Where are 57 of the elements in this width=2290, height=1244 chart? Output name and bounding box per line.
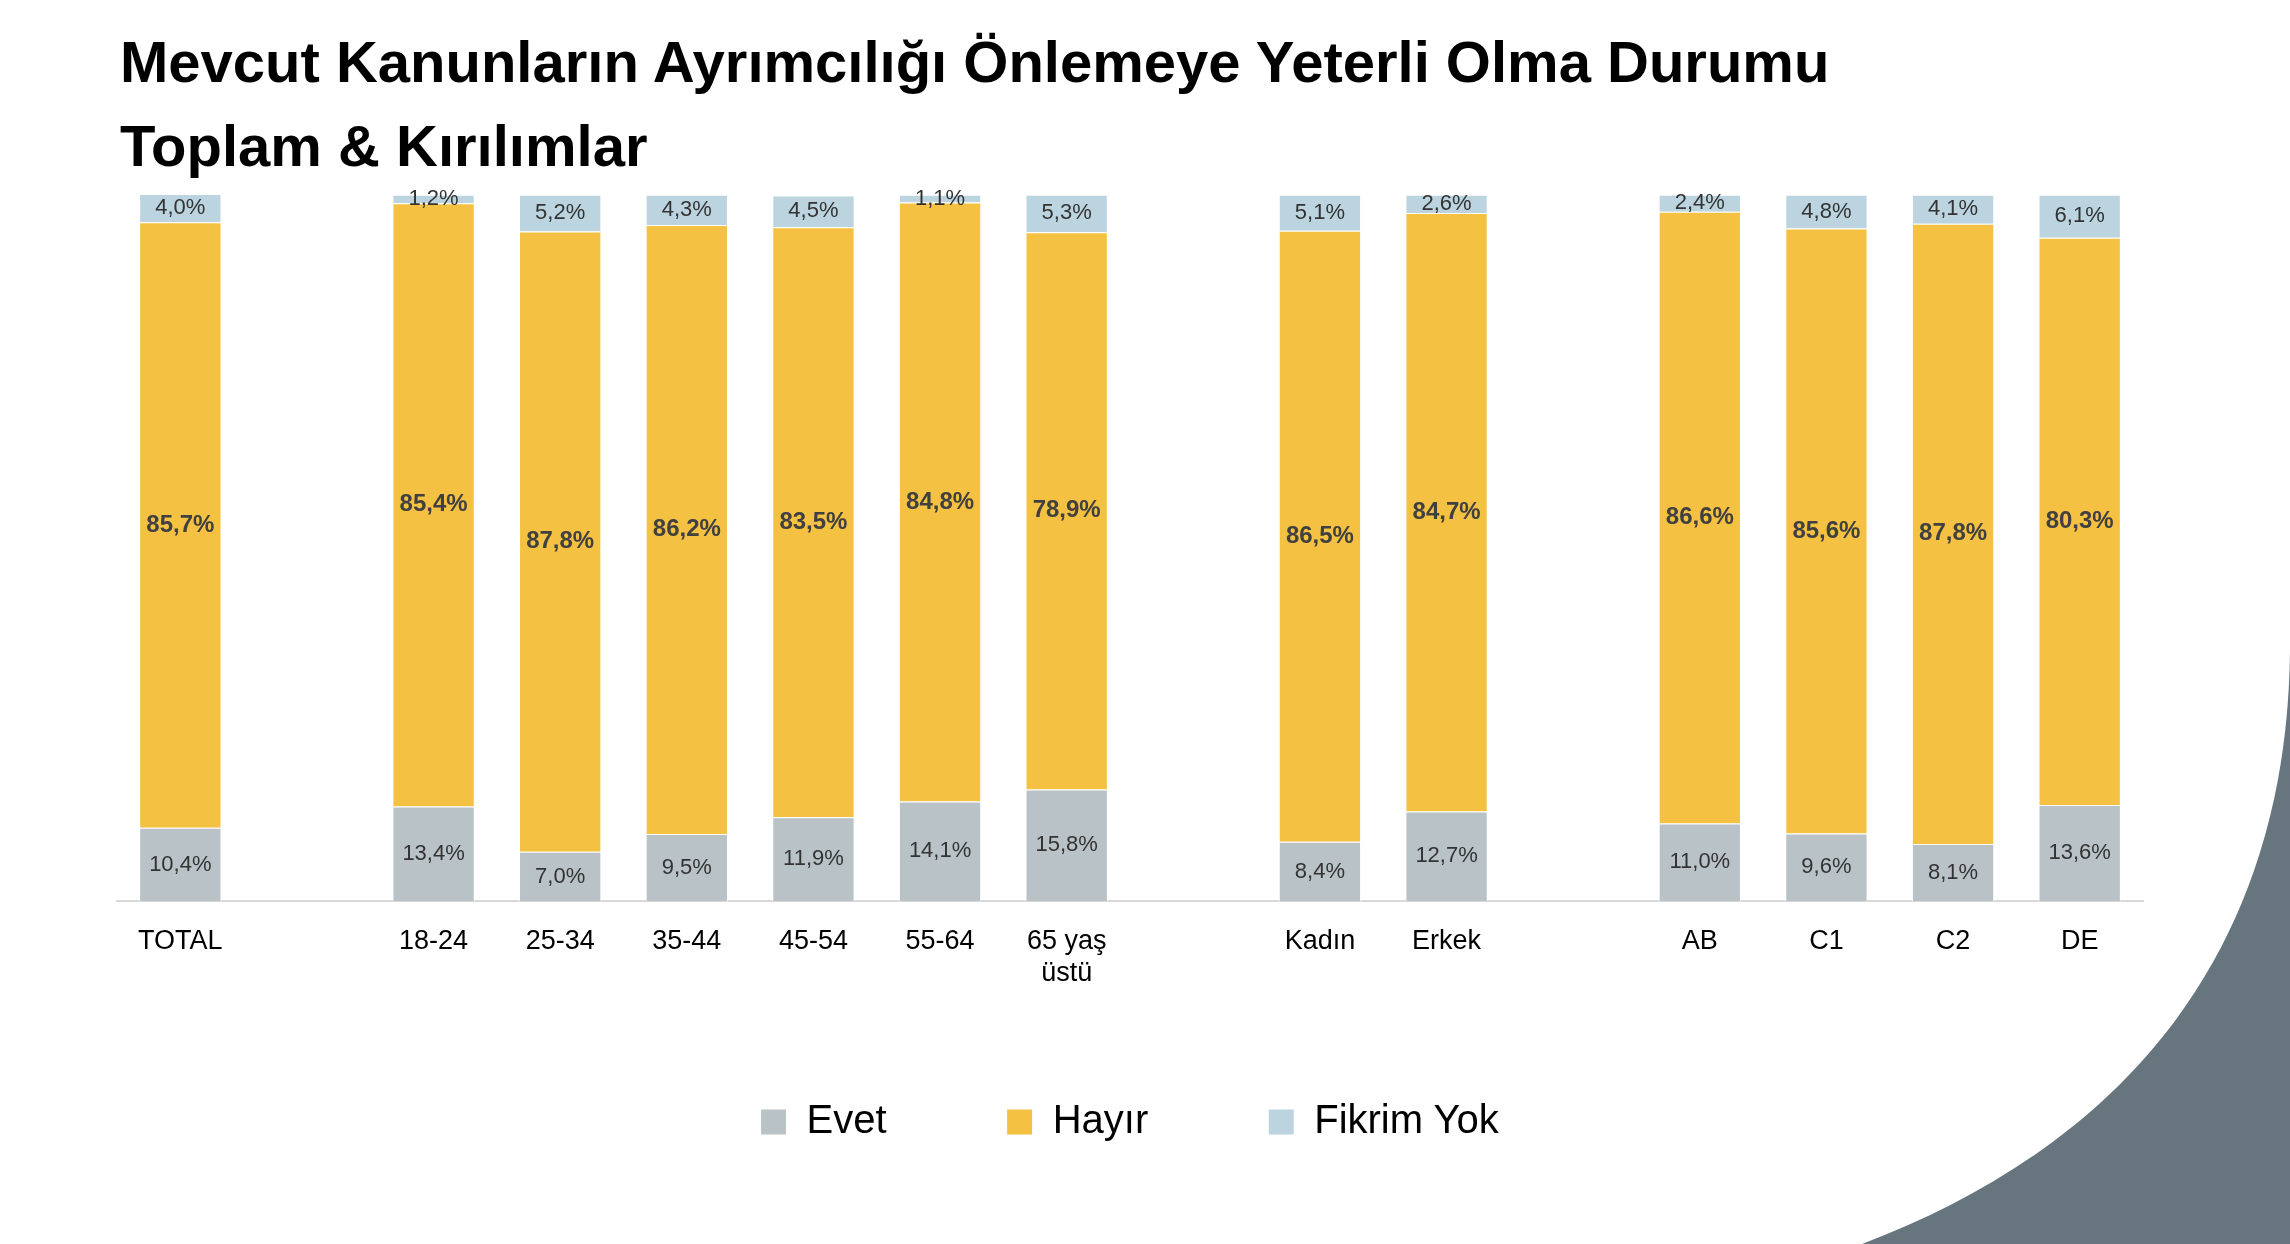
data-label: 87,8% (1919, 518, 1988, 546)
x-tick-label: Kadın (1284, 924, 1356, 955)
data-label: 8,1% (1927, 858, 1979, 884)
data-label: 84,8% (906, 486, 975, 514)
data-label: 2,4% (1674, 189, 1725, 215)
x-tick-label: 65 yaş üstü (1026, 924, 1107, 988)
x-tick-label: TOTAL (138, 924, 223, 955)
x-tick-label: 45-54 (778, 924, 848, 955)
chart-subtitle: Toplam & Kırılımlar (120, 113, 648, 178)
chart-title: Mevcut Kanunların Ayrımcılığı Önlemeye Yeterli Olma Durumu (120, 29, 1830, 94)
data-label: 12,7% (1415, 842, 1478, 868)
data-label: 4,0% (155, 194, 206, 220)
x-tick-label: C2 (1935, 924, 1971, 955)
x-tick-label: 25-34 (525, 924, 595, 955)
data-label: 11,0% (1669, 848, 1731, 874)
data-label: 9,5% (661, 853, 712, 879)
data-label: 6,1% (2054, 202, 2105, 228)
data-label: 78,9% (1032, 495, 1101, 523)
data-label: 86,5% (1285, 520, 1354, 548)
data-label: 14,1% (908, 837, 972, 863)
data-label: 7,0% (535, 862, 586, 888)
data-label: 11,9% (783, 845, 844, 871)
data-label: 4,8% (1801, 197, 1852, 223)
data-label: 84,7% (1412, 496, 1481, 524)
data-label: 4,5% (788, 197, 839, 223)
x-tick-label: DE (2060, 924, 2099, 955)
data-label: 85,4% (399, 489, 468, 517)
x-tick-label: 35-44 (652, 924, 722, 955)
data-label: 13,6% (2048, 839, 2111, 865)
data-label: 5,1% (1294, 198, 1346, 224)
data-label: 85,6% (1792, 515, 1861, 543)
data-label: 80,3% (2045, 506, 2114, 534)
data-label: 87,8% (526, 526, 595, 554)
data-label: 5,2% (535, 199, 586, 225)
x-tick-label: AB (1681, 924, 1718, 955)
data-label: 86,6% (1665, 502, 1734, 530)
legend-label: Evet (806, 1097, 887, 1142)
data-label: 4,1% (1927, 195, 1979, 221)
data-label: 8,4% (1294, 857, 1346, 883)
data-label: 85,7% (146, 509, 215, 537)
data-label: 10,4% (149, 850, 212, 876)
data-label: 5,3% (1041, 199, 1092, 225)
data-label: 1,1% (914, 184, 966, 210)
x-tick-label: 18-24 (399, 924, 469, 955)
data-label: 1,2% (408, 185, 459, 211)
data-label: 13,4% (402, 839, 465, 865)
legend-label: Fikrim Yok (1314, 1097, 1500, 1142)
x-tick-label: Erkek (1412, 924, 1482, 955)
x-tick-label: 55-64 (905, 924, 975, 955)
data-label: 9,6% (1801, 853, 1852, 879)
data-label: 83,5% (779, 506, 848, 534)
x-tick-label: C1 (1809, 924, 1844, 955)
data-label: 15,8% (1035, 831, 1098, 857)
data-label: 86,2% (652, 514, 721, 542)
legend-label: Hayır (1052, 1097, 1149, 1142)
data-label: 4,3% (661, 195, 712, 221)
data-label: 2,6% (1421, 189, 1472, 215)
